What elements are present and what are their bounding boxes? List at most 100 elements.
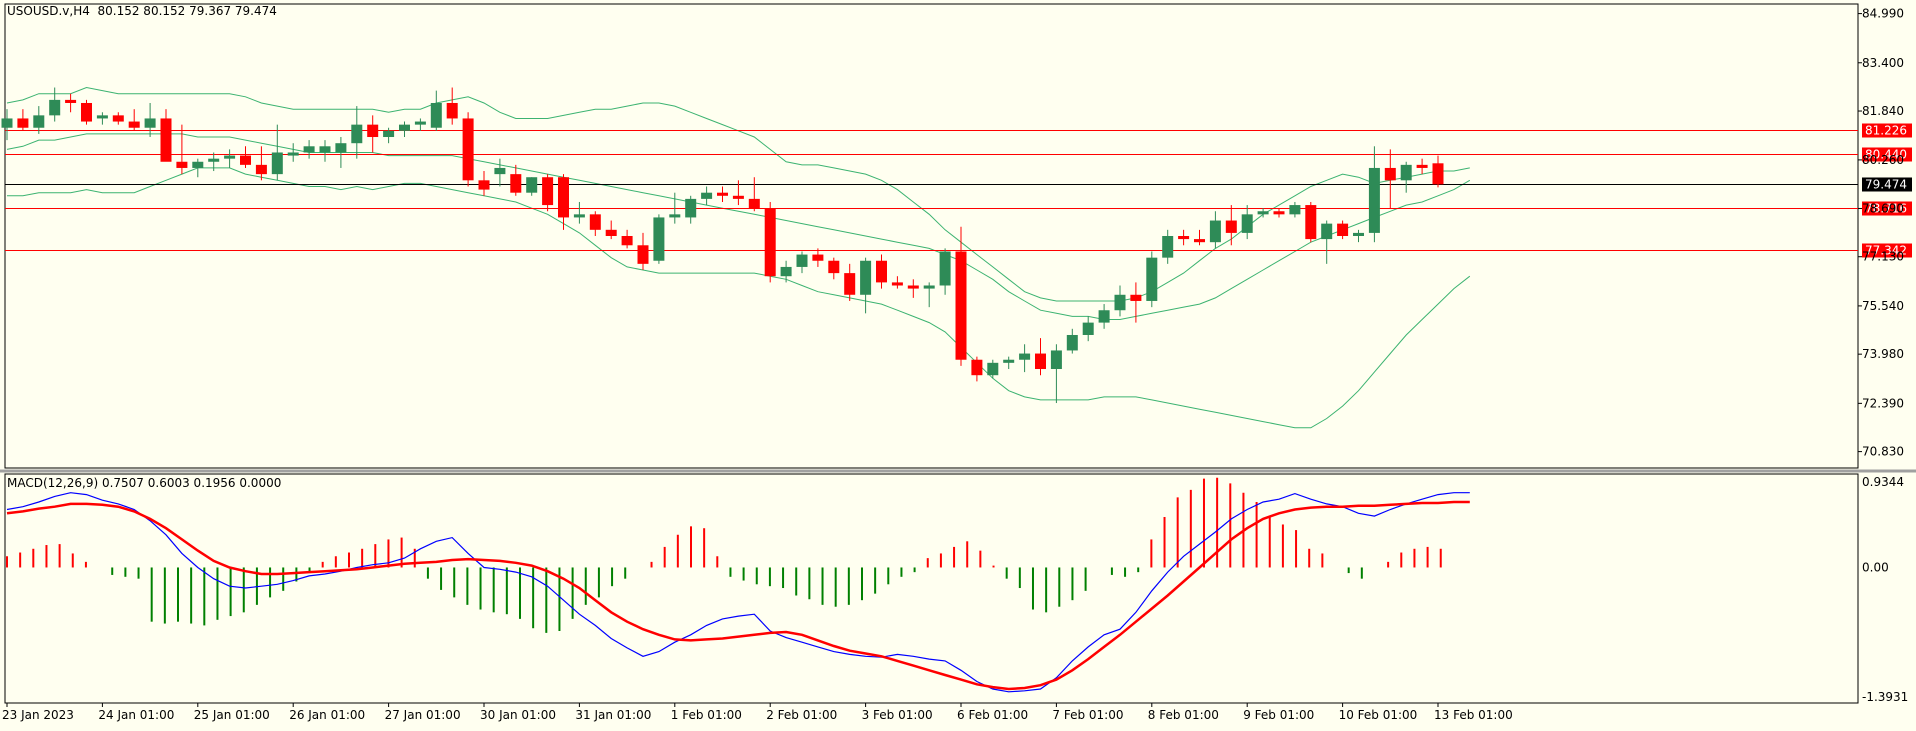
price-axis-label: 80.260 (1862, 153, 1904, 167)
candle-body (128, 121, 140, 128)
candle-body (1241, 214, 1253, 233)
candle-body (955, 251, 967, 360)
candle-body (160, 118, 172, 162)
price-axis-label: 84.990 (1862, 7, 1904, 21)
candle-body (1098, 310, 1110, 323)
candle-body (462, 118, 474, 181)
time-axis-label: 31 Jan 01:00 (575, 708, 651, 722)
bollinger-lower-line (7, 167, 1471, 429)
candle-body (669, 214, 681, 218)
candle-body (383, 130, 395, 138)
candle-body (144, 118, 156, 128)
candle-body (1337, 223, 1349, 236)
macd-axis-label: 0.00 (1862, 560, 1889, 574)
candle-body (1019, 353, 1031, 360)
candle-body (732, 195, 744, 199)
candle-body (208, 158, 220, 162)
candle-body (271, 152, 283, 175)
candle-body (287, 152, 299, 156)
candle-body (717, 192, 728, 196)
price-axis-label: 81.840 (1862, 104, 1904, 118)
candle-body (907, 285, 919, 289)
candle-body (1209, 220, 1221, 243)
candle-body (1384, 167, 1396, 181)
candle-body (1035, 353, 1046, 370)
time-axis-label: 7 Feb 01:00 (1052, 708, 1123, 722)
time-axis-label: 9 Feb 01:00 (1243, 708, 1314, 722)
time-axis-label: 8 Feb 01:00 (1148, 708, 1219, 722)
macd-line (6, 492, 1470, 693)
candle-body (1178, 236, 1190, 240)
candle-body (573, 214, 585, 218)
candle-body (510, 174, 522, 193)
candle-body (764, 208, 776, 277)
candle-body (939, 251, 951, 286)
candle-body (176, 161, 188, 168)
candle-body (891, 282, 903, 286)
current-price-tag (1862, 177, 1912, 192)
candle-body (33, 115, 45, 128)
level-price-label: 77.342 (1865, 244, 1907, 258)
candle-body (414, 121, 426, 125)
time-axis-label: 3 Feb 01:00 (862, 708, 933, 722)
candle-body (637, 245, 649, 264)
time-axis-label: 24 Jan 01:00 (98, 708, 174, 722)
candle-body (1130, 294, 1142, 301)
candle-body (478, 180, 490, 190)
level-price-label: 81.226 (1865, 124, 1907, 138)
time-axis-label: 6 Feb 01:00 (957, 708, 1028, 722)
candle-body (1225, 220, 1237, 233)
candle-body (558, 177, 569, 218)
candle-body (367, 124, 379, 138)
time-axis-label: 30 Jan 01:00 (480, 708, 556, 722)
candle-body (96, 115, 108, 119)
current-price-label: 79.474 (1865, 178, 1907, 192)
candle-body (112, 115, 124, 122)
candle-body (1194, 239, 1205, 243)
macd-axis-label: 0.9344 (1862, 475, 1904, 489)
time-axis-label: 10 Feb 01:00 (1339, 708, 1418, 722)
price-axis-label: 75.540 (1862, 299, 1904, 313)
candle-body (1416, 164, 1428, 168)
macd-axis-label: -1.3931 (1862, 690, 1908, 704)
candle-body (1432, 163, 1444, 185)
time-axis-label: 27 Jan 01:00 (385, 708, 461, 722)
candle-body (399, 124, 410, 131)
level-price-tag (1862, 201, 1912, 216)
candle-body (1305, 205, 1317, 240)
candle-body (1321, 223, 1333, 240)
candle-body (605, 229, 617, 236)
price-axis-label: 77.130 (1862, 250, 1904, 264)
candle-body (1273, 211, 1285, 215)
candle-body (1257, 211, 1269, 215)
time-axis-label: 25 Jan 01:00 (194, 708, 270, 722)
level-price-label: 78.716 (1865, 202, 1907, 216)
candle-body (621, 236, 633, 246)
candle-body (65, 99, 77, 103)
candle-body (1162, 236, 1174, 258)
candle-body (255, 164, 267, 175)
price-axis-label: 72.390 (1862, 396, 1904, 410)
candle-body (876, 260, 887, 283)
candle-body (1082, 322, 1094, 335)
candle-body (335, 143, 347, 153)
candle-body (240, 155, 251, 165)
candle-body (1368, 167, 1380, 233)
candle-body (303, 146, 315, 153)
macd-panel-frame (4, 473, 1859, 704)
time-axis-label: 2 Feb 01:00 (766, 708, 837, 722)
candle-body (430, 102, 442, 128)
time-axis-label: 1 Feb 01:00 (671, 708, 742, 722)
candle-body (812, 254, 824, 261)
candle-body (796, 254, 808, 267)
price-panel-frame (4, 3, 1859, 469)
candle-body (526, 177, 538, 193)
candle-body (844, 273, 856, 295)
candle-body (748, 198, 760, 209)
candle-body (653, 217, 665, 261)
candle-body (446, 102, 458, 119)
candle-body (860, 260, 872, 295)
candle-body (701, 192, 713, 199)
candle-body (1066, 334, 1078, 351)
price-axis-label: 73.980 (1862, 347, 1904, 361)
